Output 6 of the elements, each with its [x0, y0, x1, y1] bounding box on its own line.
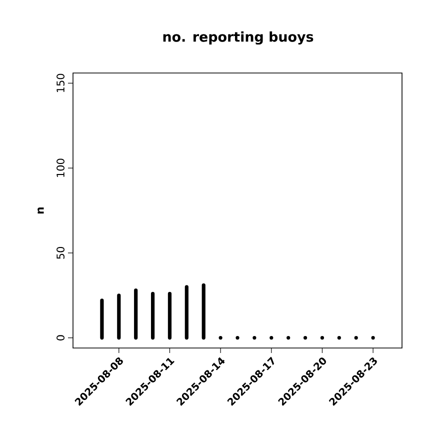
y-tick-label: 0 [56, 335, 64, 340]
y-axis-title: n [38, 207, 44, 214]
chart-title: no. reporting buoys [163, 31, 314, 45]
y-tick-label: 100 [56, 158, 64, 177]
y-tick-label: 50 [56, 246, 64, 259]
y-tick-label: 150 [56, 74, 64, 92]
